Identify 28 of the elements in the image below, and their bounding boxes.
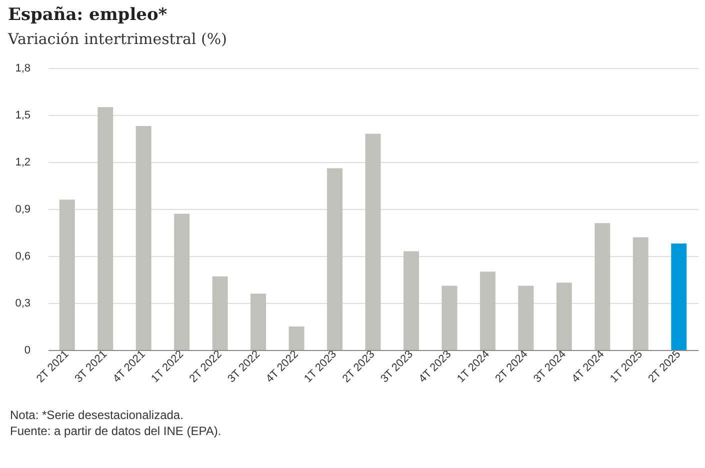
y-tick-label: 0,6 (15, 250, 30, 262)
bar (442, 286, 458, 350)
bar (594, 223, 610, 350)
bar (98, 107, 114, 350)
bar (327, 168, 343, 350)
bar (288, 326, 304, 350)
bar (365, 134, 381, 350)
bar (480, 272, 496, 350)
bar (556, 282, 572, 350)
bar (403, 251, 419, 350)
bar (250, 294, 266, 350)
source-note: Fuente: a partir de datos del INE (EPA). (10, 423, 222, 439)
bar (671, 243, 687, 350)
bar (212, 276, 228, 350)
bar (59, 200, 75, 350)
bar (632, 237, 648, 350)
text: Nota: *Serie desestacionalizada. (10, 407, 184, 423)
bar (136, 126, 152, 350)
y-tick-label: 1,8 (15, 62, 30, 74)
chart-title: España: empleo* (8, 5, 168, 25)
bar (518, 286, 534, 350)
y-tick-label: 0,9 (15, 204, 30, 216)
y-tick-label: 1,5 (15, 110, 30, 122)
y-tick-label: 0 (24, 344, 30, 356)
y-tick-label: 0,3 (15, 298, 30, 310)
chart-subtitle: Variación intertrimestral (%) (7, 30, 227, 48)
bar (174, 214, 190, 350)
y-tick-label: 1,2 (15, 156, 30, 168)
